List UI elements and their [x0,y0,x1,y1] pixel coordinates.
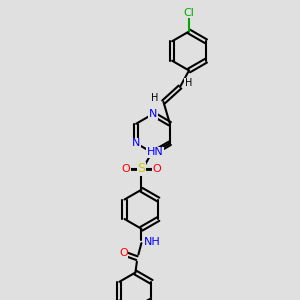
Text: HN: HN [146,147,163,157]
Text: Cl: Cl [184,8,194,18]
Text: O: O [122,164,130,174]
Text: NH: NH [143,237,160,247]
Text: S: S [137,162,146,175]
Text: N: N [132,138,140,148]
Text: O: O [153,164,161,174]
Text: O: O [119,248,128,258]
Text: H: H [152,93,159,103]
Text: H: H [185,78,192,88]
Text: N: N [149,109,157,119]
